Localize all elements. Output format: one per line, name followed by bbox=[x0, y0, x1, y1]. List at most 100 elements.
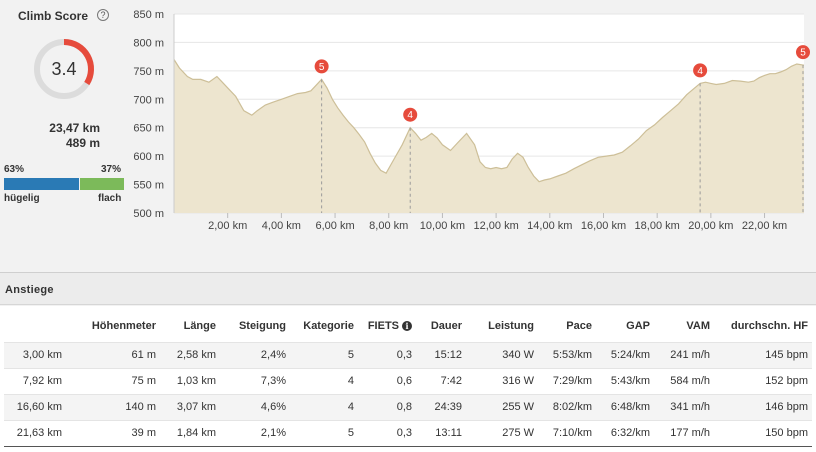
climb-marker-label: 4 bbox=[697, 66, 703, 77]
col-gradient[interactable]: Steigung bbox=[238, 319, 286, 332]
cell-start: 3,00 km bbox=[4, 341, 66, 368]
table-row[interactable]: 3,00 km 61 m 2,58 km 2,4% 5 0,3 15:12 340 W 5:53… bbox=[4, 341, 812, 368]
climb-marker bbox=[314, 59, 329, 74]
climb-score-value: 3.4 bbox=[51, 59, 77, 79]
climb-marker-label: 5 bbox=[319, 62, 325, 73]
col-length[interactable]: Länge bbox=[183, 319, 216, 332]
y-tick-label: 650 m bbox=[133, 123, 164, 135]
climb-score-title: Climb Score bbox=[18, 9, 89, 23]
flat-bar bbox=[80, 178, 124, 190]
cell-elevation-gain: 39 m bbox=[66, 419, 160, 447]
x-tick-label: 4,00 km bbox=[262, 220, 301, 232]
help-icon[interactable]: ? bbox=[97, 9, 109, 21]
cell-vam: 177 m/h bbox=[654, 419, 714, 447]
climb-score-panel: Climb Score ? 3.4 23,47 km 489 m 63% 37%… bbox=[0, 0, 816, 272]
total-elevation: 489 m bbox=[65, 136, 100, 150]
cell-pace: 8:02/km bbox=[538, 393, 596, 420]
cell-duration: 15:12 bbox=[416, 341, 466, 368]
cell-duration: 24:39 bbox=[416, 393, 466, 420]
cell-gap: 5:24/km bbox=[596, 341, 654, 368]
cell-avg-hr: 152 bpm bbox=[714, 367, 812, 394]
cell-gradient: 7,3% bbox=[220, 367, 290, 394]
y-tick-label: 750 m bbox=[133, 66, 164, 78]
cell-avg-hr: 146 bpm bbox=[714, 393, 812, 420]
col-vam[interactable]: VAM bbox=[686, 319, 710, 332]
col-fiets[interactable]: FIETS i bbox=[358, 310, 416, 342]
table-row[interactable]: 7,92 km 75 m 1,03 km 7,3% 4 0,6 7:42 316 W 7:29/… bbox=[4, 367, 812, 394]
col-power[interactable]: Leistung bbox=[488, 319, 534, 332]
cell-power: 340 W bbox=[466, 341, 538, 368]
col-avg-hr[interactable]: durchschn. HF bbox=[730, 319, 808, 332]
cell-elevation-gain: 61 m bbox=[66, 341, 160, 368]
cell-avg-hr: 145 bpm bbox=[714, 341, 812, 368]
cell-fiets: 0,3 bbox=[358, 419, 416, 447]
cell-fiets: 0,8 bbox=[358, 393, 416, 420]
cell-category: 4 bbox=[290, 393, 358, 420]
cell-vam: 584 m/h bbox=[654, 367, 714, 394]
cell-category: 5 bbox=[290, 419, 358, 447]
x-tick-label: 12,00 km bbox=[473, 220, 518, 232]
cell-gradient: 2,4% bbox=[220, 341, 290, 368]
x-tick-label: 14,00 km bbox=[527, 220, 572, 232]
y-tick-label: 800 m bbox=[133, 37, 164, 49]
climbs-table-header: Höhenmeter Länge Steigung Kategorie FIET… bbox=[4, 310, 812, 342]
climb-score-gauge bbox=[34, 39, 94, 99]
climb-marker-label: 5 bbox=[800, 48, 806, 59]
climb-marker-label: 4 bbox=[407, 110, 413, 121]
y-tick-label: 600 m bbox=[133, 151, 164, 163]
y-tick-label: 850 m bbox=[133, 9, 164, 21]
x-tick-label: 6,00 km bbox=[315, 220, 354, 232]
cell-gap: 6:48/km bbox=[596, 393, 654, 420]
x-tick-label: 22,00 km bbox=[742, 220, 787, 232]
climbs-table: Höhenmeter Länge Steigung Kategorie FIET… bbox=[4, 310, 812, 447]
climb-marker bbox=[403, 107, 418, 122]
gauge-arc bbox=[63, 39, 94, 86]
cell-gradient: 4,6% bbox=[220, 393, 290, 420]
elevation-profile-chart[interactable]: 500 m 550 m 600 m 650 m 700 m 750 m 800 m 850 m… bbox=[0, 0, 816, 272]
table-row[interactable]: 16,60 km 140 m 3,07 km 4,6% 4 0,8 24:39 255 W 8:… bbox=[4, 393, 812, 420]
col-gap[interactable]: GAP bbox=[626, 319, 650, 332]
cell-power: 316 W bbox=[466, 367, 538, 394]
cell-category: 5 bbox=[290, 341, 358, 368]
table-row[interactable]: 21,63 km 39 m 1,84 km 2,1% 5 0,3 13:11 275 W 7:1… bbox=[4, 419, 812, 447]
cell-fiets: 0,6 bbox=[358, 367, 416, 394]
cell-category: 4 bbox=[290, 367, 358, 394]
cell-start: 21,63 km bbox=[4, 419, 66, 447]
cell-length: 2,58 km bbox=[160, 341, 220, 368]
climb-marker bbox=[796, 45, 810, 60]
cell-vam: 241 m/h bbox=[654, 341, 714, 368]
info-icon[interactable]: i bbox=[402, 320, 412, 331]
climbs-header: Anstiege bbox=[0, 273, 816, 305]
col-elevation-gain[interactable]: Höhenmeter bbox=[91, 319, 156, 332]
y-tick-label: 550 m bbox=[133, 180, 164, 192]
x-tick-label: 8,00 km bbox=[369, 220, 408, 232]
col-duration[interactable]: Dauer bbox=[430, 319, 462, 332]
cell-pace: 7:29/km bbox=[538, 367, 596, 394]
cell-duration: 7:42 bbox=[416, 367, 466, 394]
cell-start: 7,92 km bbox=[4, 367, 66, 394]
flat-label: flach bbox=[98, 193, 122, 204]
cell-power: 255 W bbox=[466, 393, 538, 420]
elevation-line bbox=[173, 59, 805, 183]
col-fiets-label: FIETS bbox=[367, 319, 399, 332]
hilly-percent: 63% bbox=[4, 164, 25, 175]
cell-pace: 7:10/km bbox=[538, 419, 596, 447]
cell-avg-hr: 150 bpm bbox=[714, 419, 812, 447]
climbs-table-area: Höhenmeter Länge Steigung Kategorie FIET… bbox=[0, 306, 816, 452]
col-category[interactable]: Kategorie bbox=[303, 319, 354, 332]
cell-power: 275 W bbox=[466, 419, 538, 447]
col-start bbox=[4, 310, 66, 342]
x-tick-label: 20,00 km bbox=[688, 220, 733, 232]
cell-duration: 13:11 bbox=[416, 419, 466, 447]
x-tick-label: 2,00 km bbox=[208, 220, 247, 232]
hilly-bar bbox=[4, 178, 79, 190]
cell-start: 16,60 km bbox=[4, 393, 66, 420]
cell-elevation-gain: 75 m bbox=[66, 367, 160, 394]
x-tick-label: 16,00 km bbox=[581, 220, 626, 232]
section-divider bbox=[0, 272, 816, 273]
cell-gap: 5:43/km bbox=[596, 367, 654, 394]
col-pace[interactable]: Pace bbox=[566, 319, 592, 332]
cell-vam: 341 m/h bbox=[654, 393, 714, 420]
cell-pace: 5:53/km bbox=[538, 341, 596, 368]
y-tick-label: 500 m bbox=[133, 208, 164, 220]
